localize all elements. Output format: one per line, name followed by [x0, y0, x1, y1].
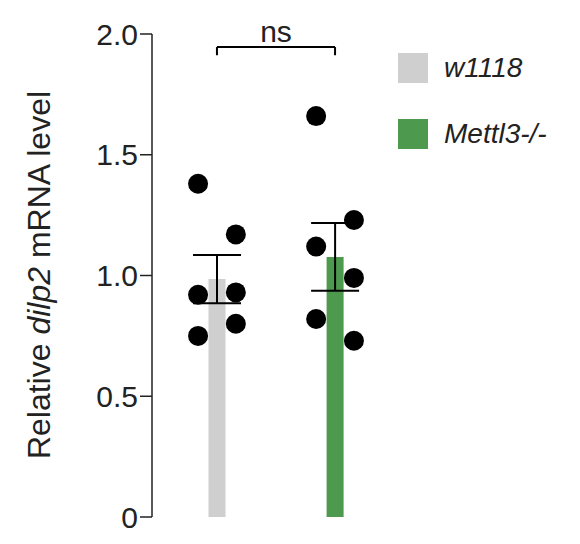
svg-text:ns: ns — [260, 15, 292, 48]
svg-text:0: 0 — [121, 501, 138, 534]
html-text:Mettl3-/-: Mettl3-/- — [444, 118, 547, 149]
svg-text:1.5: 1.5 — [96, 138, 138, 171]
html-text:w1118: w1118 — [444, 52, 523, 83]
svg-text:Relative dilp2 mRNA level: Relative dilp2 mRNA level — [21, 91, 57, 459]
svg-text:2.0: 2.0 — [96, 18, 138, 51]
svg-text:0.5: 0.5 — [96, 380, 138, 413]
svg-text:1.0: 1.0 — [96, 259, 138, 292]
